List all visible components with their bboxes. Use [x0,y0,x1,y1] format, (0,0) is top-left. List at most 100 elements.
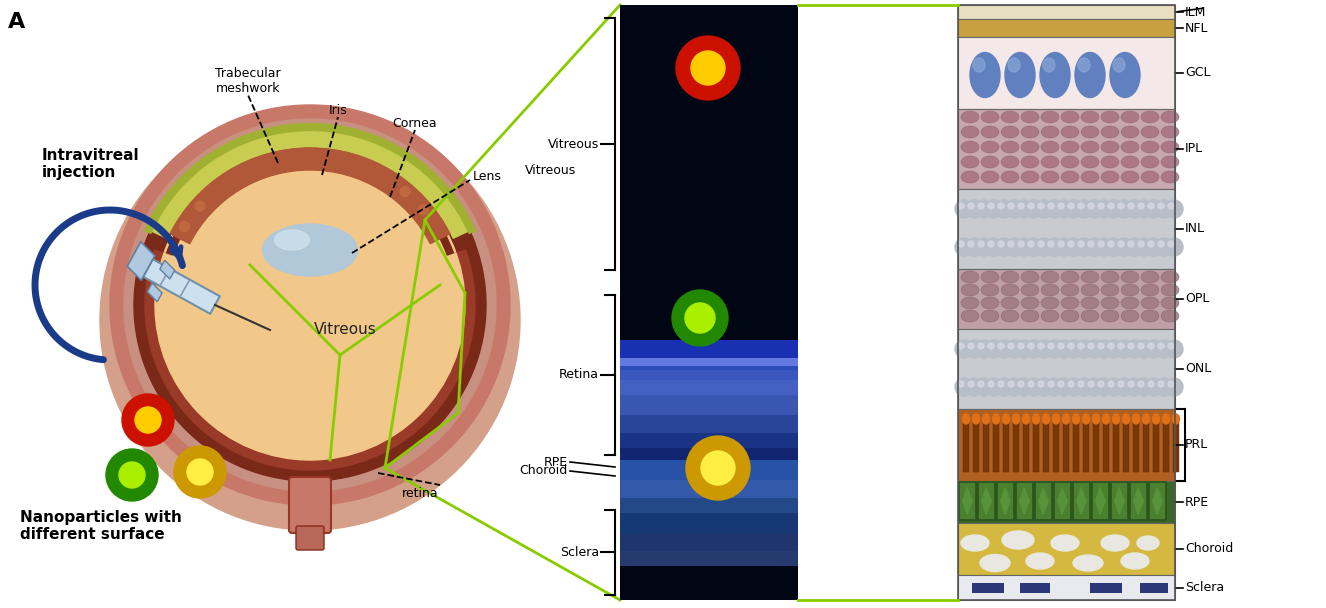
Circle shape [955,340,973,358]
Circle shape [1005,200,1022,218]
Ellipse shape [1026,553,1054,569]
Bar [957,37,1175,109]
Ellipse shape [1041,156,1059,168]
Ellipse shape [1001,111,1018,123]
Ellipse shape [1136,536,1159,550]
Circle shape [1138,203,1144,209]
Circle shape [1105,378,1123,396]
Circle shape [1067,343,1074,349]
Circle shape [957,203,964,209]
Circle shape [419,205,428,215]
Circle shape [1078,343,1083,349]
Bar [1113,417,1119,472]
Circle shape [1118,203,1124,209]
Ellipse shape [1101,284,1119,296]
Ellipse shape [1162,284,1179,296]
Ellipse shape [1081,297,1099,309]
Circle shape [195,201,206,211]
Circle shape [1018,241,1024,247]
Ellipse shape [961,126,979,138]
Ellipse shape [1021,297,1040,309]
Ellipse shape [1040,52,1070,97]
Bar [621,340,798,358]
Circle shape [1018,203,1024,209]
Ellipse shape [1061,156,1079,168]
Bar [957,5,1175,600]
Circle shape [988,241,994,247]
Circle shape [957,381,964,387]
Ellipse shape [1053,414,1059,424]
Bar [621,533,798,551]
Wedge shape [164,150,456,252]
Ellipse shape [1081,171,1099,183]
Circle shape [135,407,160,433]
Ellipse shape [1078,58,1090,72]
Ellipse shape [1102,414,1110,424]
Ellipse shape [961,297,979,309]
Ellipse shape [1120,141,1139,153]
Ellipse shape [1001,297,1018,309]
Ellipse shape [1110,52,1140,97]
Bar [1022,417,1029,472]
Bar [1132,417,1139,472]
Ellipse shape [1140,284,1159,296]
Ellipse shape [1082,414,1090,424]
Circle shape [1025,378,1044,396]
Wedge shape [145,129,476,255]
Bar [1053,417,1059,472]
Polygon shape [1057,486,1067,516]
Circle shape [994,200,1013,218]
Circle shape [155,150,465,460]
Ellipse shape [1008,58,1020,72]
Ellipse shape [971,52,1000,97]
Circle shape [1038,241,1044,247]
Circle shape [1166,378,1183,396]
Circle shape [955,378,973,396]
Ellipse shape [981,171,998,183]
Ellipse shape [1021,126,1040,138]
Polygon shape [143,259,220,314]
Ellipse shape [980,554,1010,572]
Ellipse shape [1033,414,1040,424]
Circle shape [1028,343,1034,349]
Text: INL: INL [1185,223,1205,235]
Ellipse shape [1081,156,1099,168]
Bar [957,523,1175,575]
Text: Intravitreal
injection: Intravitreal injection [42,148,139,181]
Circle shape [134,129,487,481]
Bar [1174,417,1179,472]
Ellipse shape [961,271,979,283]
Circle shape [975,238,993,256]
Circle shape [1038,381,1044,387]
Circle shape [975,200,993,218]
Circle shape [1118,343,1124,349]
Polygon shape [1095,486,1106,516]
Ellipse shape [1113,58,1124,72]
Ellipse shape [1101,126,1119,138]
Circle shape [701,451,735,485]
Ellipse shape [1140,111,1159,123]
Circle shape [1014,378,1033,396]
Bar [1020,583,1050,593]
Circle shape [998,343,1004,349]
Bar [621,380,798,395]
Bar [621,433,798,448]
Circle shape [1135,200,1154,218]
Bar [957,269,1175,329]
Polygon shape [981,486,992,516]
Ellipse shape [981,126,998,138]
Ellipse shape [1041,141,1059,153]
Bar [1093,482,1109,520]
Bar [963,417,969,472]
Ellipse shape [1162,310,1179,322]
Ellipse shape [1021,284,1040,296]
Ellipse shape [1061,141,1079,153]
Circle shape [1018,343,1024,349]
Circle shape [676,36,740,100]
Circle shape [1144,340,1163,358]
Bar [979,482,994,520]
Circle shape [1158,381,1164,387]
Bar [993,417,998,472]
Circle shape [1155,340,1174,358]
Circle shape [1128,381,1134,387]
